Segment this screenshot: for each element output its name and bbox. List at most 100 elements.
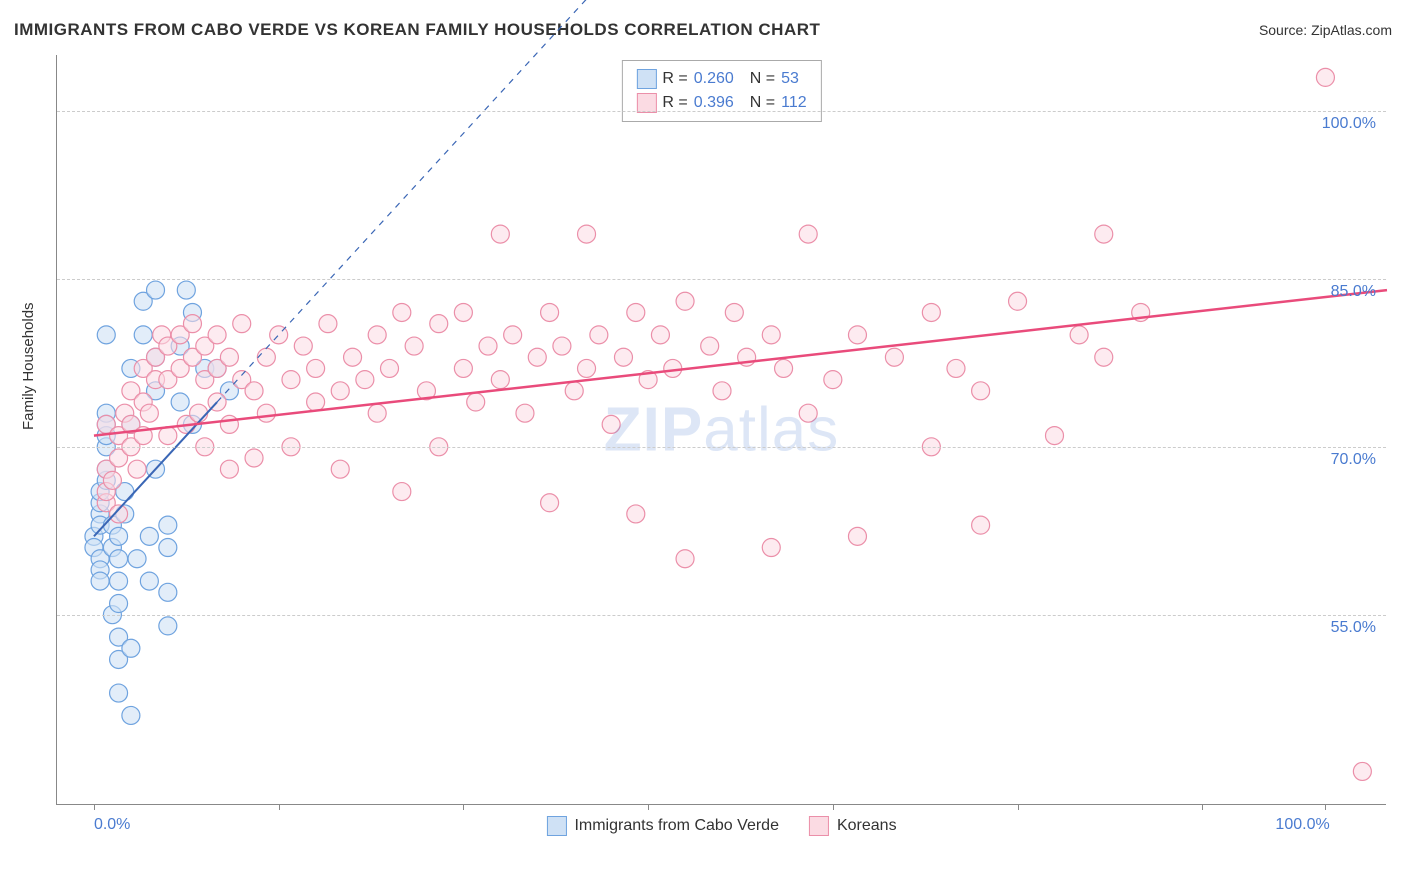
y-tick-label: 85.0% — [1331, 283, 1376, 301]
legend-r-label: R = — [662, 67, 687, 91]
top-legend-box: R = 0.260 N = 53 R = 0.396 N = 112 — [621, 60, 821, 122]
data-point — [128, 550, 146, 568]
data-point — [405, 337, 423, 355]
data-point — [762, 326, 780, 344]
bottom-legend-item-cabo-verde: Immigrants from Cabo Verde — [546, 816, 779, 836]
data-point — [454, 303, 472, 321]
data-point — [245, 382, 263, 400]
data-point — [110, 572, 128, 590]
data-point — [553, 337, 571, 355]
data-point — [110, 595, 128, 613]
data-point — [1095, 225, 1113, 243]
data-point — [307, 359, 325, 377]
x-tick-mark — [94, 804, 95, 810]
data-point — [972, 382, 990, 400]
data-point — [368, 326, 386, 344]
data-point — [578, 359, 596, 377]
data-point — [516, 404, 534, 422]
data-point — [159, 617, 177, 635]
bottom-swatch-koreans — [809, 816, 829, 836]
data-point — [140, 572, 158, 590]
bottom-legend-label-1: Koreans — [837, 817, 897, 835]
x-tick-mark — [279, 804, 280, 810]
data-point — [1009, 292, 1027, 310]
data-point — [504, 326, 522, 344]
data-point — [664, 359, 682, 377]
data-point — [128, 460, 146, 478]
x-tick-mark — [1202, 804, 1203, 810]
bottom-legend: Immigrants from Cabo Verde Koreans — [546, 816, 896, 836]
data-point — [91, 572, 109, 590]
data-point — [307, 393, 325, 411]
data-point — [947, 359, 965, 377]
data-point — [725, 303, 743, 321]
data-point — [97, 326, 115, 344]
grid-line-h — [57, 111, 1386, 112]
y-tick-label: 55.0% — [1331, 619, 1376, 637]
data-point — [208, 326, 226, 344]
data-point — [257, 348, 275, 366]
data-point — [848, 326, 866, 344]
data-point — [848, 527, 866, 545]
data-point — [528, 348, 546, 366]
data-point — [344, 348, 362, 366]
data-point — [578, 225, 596, 243]
data-point — [565, 382, 583, 400]
data-point — [541, 494, 559, 512]
title-bar: IMMIGRANTS FROM CABO VERDE VS KOREAN FAM… — [14, 20, 1392, 40]
data-point — [1353, 762, 1371, 780]
bottom-legend-item-koreans: Koreans — [809, 816, 897, 836]
data-point — [331, 382, 349, 400]
x-tick-mark — [648, 804, 649, 810]
legend-n-label: N = — [750, 67, 775, 91]
y-tick-label: 100.0% — [1322, 115, 1376, 133]
legend-row-cabo-verde: R = 0.260 N = 53 — [636, 67, 806, 91]
data-point — [140, 404, 158, 422]
data-point — [799, 225, 817, 243]
data-point — [824, 371, 842, 389]
data-point — [676, 292, 694, 310]
data-point — [602, 415, 620, 433]
data-point — [220, 415, 238, 433]
data-point — [159, 516, 177, 534]
data-point — [541, 303, 559, 321]
grid-line-h — [57, 615, 1386, 616]
data-point — [177, 281, 195, 299]
data-point — [651, 326, 669, 344]
data-point — [762, 539, 780, 557]
data-point — [233, 315, 251, 333]
data-point — [147, 281, 165, 299]
legend-swatch-cabo-verde — [636, 69, 656, 89]
x-tick-mark — [1018, 804, 1019, 810]
data-point — [319, 315, 337, 333]
data-point — [676, 550, 694, 568]
data-point — [103, 471, 121, 489]
x-tick-label: 100.0% — [1275, 816, 1329, 834]
data-point — [393, 483, 411, 501]
data-point — [220, 348, 238, 366]
data-point — [331, 460, 349, 478]
data-point — [972, 516, 990, 534]
data-point — [627, 505, 645, 523]
data-point — [159, 539, 177, 557]
data-point — [381, 359, 399, 377]
x-tick-label: 0.0% — [94, 816, 130, 834]
data-point — [110, 505, 128, 523]
data-point — [134, 326, 152, 344]
data-point — [122, 706, 140, 724]
plot-area: ZIPatlas R = 0.260 N = 53 R = 0.396 N = … — [56, 55, 1386, 805]
y-tick-label: 70.0% — [1331, 451, 1376, 469]
data-point — [479, 337, 497, 355]
data-point — [110, 684, 128, 702]
data-point — [140, 527, 158, 545]
data-point — [430, 315, 448, 333]
data-point — [701, 337, 719, 355]
data-point — [885, 348, 903, 366]
data-point — [491, 225, 509, 243]
data-point — [467, 393, 485, 411]
x-tick-mark — [833, 804, 834, 810]
chart-title: IMMIGRANTS FROM CABO VERDE VS KOREAN FAM… — [14, 20, 820, 40]
data-point — [159, 427, 177, 445]
data-point — [614, 348, 632, 366]
x-tick-mark — [1325, 804, 1326, 810]
